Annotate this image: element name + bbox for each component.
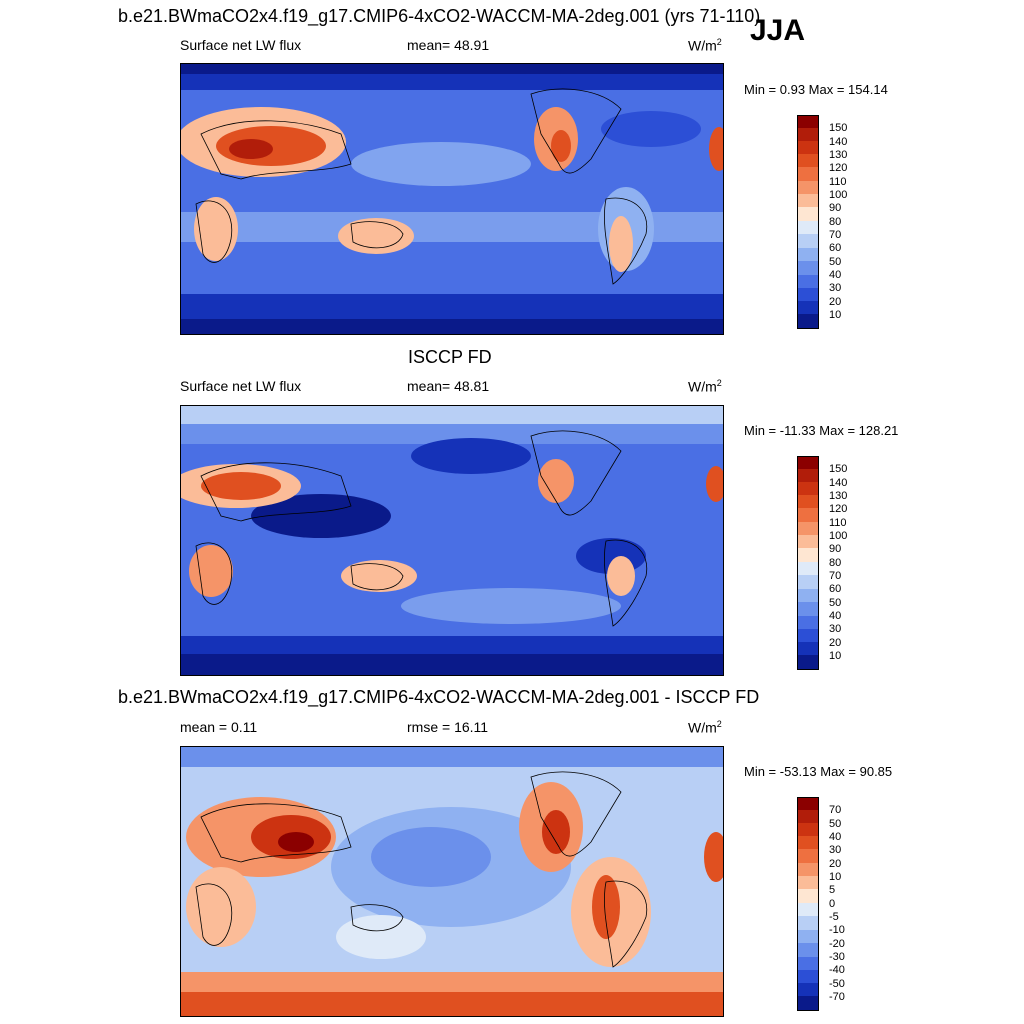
colorbar-tick: 20: [829, 858, 842, 870]
colorbar-tick: 150: [829, 463, 848, 475]
colorbar-tick: 10: [829, 309, 842, 321]
panel-1-minmax: Min = 0.93 Max = 154.14: [744, 82, 888, 97]
colorbar-tick: 150: [829, 122, 848, 134]
panel-2-minmax: Min = -11.33 Max = 128.21: [744, 423, 899, 438]
colorbar-tick: 120: [829, 503, 848, 515]
panel-2-variable-label: Surface net LW flux: [180, 378, 302, 394]
colorbar-tick: 50: [829, 597, 842, 609]
colorbar-tick: 140: [829, 136, 848, 148]
panel-2-title: ISCCP FD: [408, 347, 492, 367]
colorbar-tick: -50: [829, 978, 845, 990]
colorbar-tick: -70: [829, 991, 845, 1003]
panel-3-rmse-label: rmse = 16.11: [407, 719, 489, 735]
colorbar-tick: 30: [829, 623, 842, 635]
colorbar-tick: -20: [829, 938, 845, 950]
panel-1-map: [180, 63, 724, 335]
colorbar-tick: 130: [829, 149, 848, 161]
panel-1-units: W/m2: [688, 37, 722, 54]
colorbar-tick: 5: [829, 884, 836, 896]
panel-2-colorbar: 150 140 130 120 110 100 90 80 70 60 50 4…: [797, 456, 857, 671]
colorbar-tick: 20: [829, 637, 842, 649]
panel-3-colorbar: 70 50 40 30 20 10 5 0 -5 -10 -20 -30 -40…: [797, 797, 857, 1012]
colorbar-tick: 60: [829, 242, 842, 254]
colorbar-tick: 140: [829, 477, 848, 489]
panel-2-mean-label: mean= 48.81: [407, 378, 490, 394]
colorbar-tick: 10: [829, 871, 842, 883]
colorbar-tick: 80: [829, 557, 842, 569]
colorbar-tick: -30: [829, 951, 845, 963]
panel-1-colorbar: 150 140 130 120 110 100 90 80 70 60 50 4…: [797, 115, 857, 330]
colorbar-tick: 40: [829, 610, 842, 622]
colorbar-tick: 90: [829, 543, 842, 555]
panel-3-title: b.e21.BWmaCO2x4.f19_g17.CMIP6-4xCO2-WACC…: [118, 687, 760, 707]
colorbar-tick: 110: [829, 176, 847, 188]
colorbar-tick: 40: [829, 831, 842, 843]
colorbar-tick: 50: [829, 818, 842, 830]
panel-1-title: b.e21.BWmaCO2x4.f19_g17.CMIP6-4xCO2-WACC…: [118, 6, 761, 26]
colorbar-tick: 40: [829, 269, 842, 281]
colorbar-tick: 100: [829, 530, 848, 542]
colorbar-tick: 0: [829, 898, 836, 910]
panel-3-mean-label: mean = 0.11: [180, 719, 258, 735]
colorbar-tick: 70: [829, 804, 842, 816]
colorbar-tick: 90: [829, 202, 842, 214]
panel-3-units: W/m2: [688, 719, 722, 736]
colorbar-tick: 100: [829, 189, 848, 201]
colorbar-tick: 60: [829, 583, 842, 595]
colorbar-tick: 10: [829, 650, 842, 662]
colorbar-tick: 70: [829, 570, 842, 582]
panel-2-units: W/m2: [688, 378, 722, 395]
panel-1-variable-label: Surface net LW flux: [180, 37, 302, 53]
season-label: JJA: [750, 14, 806, 47]
colorbar-tick: 120: [829, 162, 848, 174]
colorbar-tick: 30: [829, 844, 842, 856]
colorbar-tick: -40: [829, 964, 845, 976]
colorbar-tick: 110: [829, 517, 847, 529]
panel-3-minmax: Min = -53.13 Max = 90.85: [744, 764, 893, 779]
colorbar-tick: -5: [829, 911, 839, 923]
colorbar-tick: 70: [829, 229, 842, 241]
colorbar-tick: 20: [829, 296, 842, 308]
colorbar-tick: 50: [829, 256, 842, 268]
panel-3-map: [180, 746, 724, 1017]
colorbar-tick: 80: [829, 216, 842, 228]
panel-2-map: [180, 405, 724, 676]
colorbar-tick: 130: [829, 490, 848, 502]
panel-1-mean-label: mean= 48.91: [407, 37, 490, 53]
colorbar-tick: -10: [829, 924, 845, 936]
colorbar-tick: 30: [829, 282, 842, 294]
